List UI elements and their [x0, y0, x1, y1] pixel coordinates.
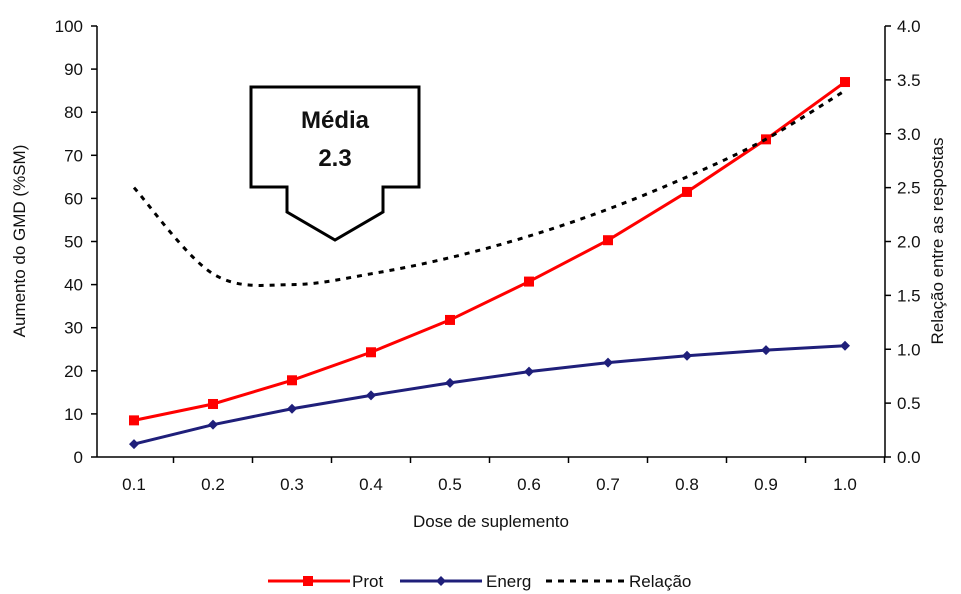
x-tick-label: 0.9 [754, 475, 778, 494]
prot-point [208, 398, 218, 409]
series-prot-line [133, 80, 846, 422]
right-ticks: 0.0 0.5 1.0 1.5 2.0 2.5 3.0 3.5 4.0 [885, 17, 921, 467]
x-tick-label: 0.7 [596, 475, 620, 494]
right-tick-label: 1.0 [897, 340, 921, 359]
prot-point [840, 77, 850, 88]
legend-energ-label: Energ [486, 572, 531, 591]
left-tick-label: 90 [64, 60, 83, 79]
energ-point [840, 340, 850, 351]
x-tick-label: 0.1 [122, 475, 146, 494]
energ-point [129, 439, 139, 450]
energ-point [761, 345, 771, 356]
right-tick-label: 4.0 [897, 17, 921, 36]
x-tick-label: 0.6 [517, 475, 541, 494]
legend: Prot Energ Relação [268, 572, 691, 591]
left-tick-label: 100 [55, 17, 83, 36]
right-tick-label: 1.5 [897, 286, 921, 305]
right-tick-label: 2.5 [897, 179, 921, 198]
prot-point [445, 314, 455, 325]
legend-prot-marker [303, 576, 313, 586]
prot-point [287, 375, 297, 386]
legend-relacao-label: Relação [629, 572, 691, 591]
y-axis-title: Aumento do GMD (%SM) [10, 145, 29, 338]
right-tick-label: 3.5 [897, 71, 921, 90]
media-callout: Média 2.3 [249, 85, 421, 242]
right-tick-label: 0.5 [897, 394, 921, 413]
energ-point [366, 390, 376, 401]
callout-line2: 2.3 [318, 145, 351, 172]
left-tick-label: 60 [64, 189, 83, 208]
prot-point [603, 235, 613, 246]
x-tick-label: 0.4 [359, 475, 383, 494]
left-tick-label: 50 [64, 233, 83, 252]
x-tick-label: 0.8 [675, 475, 699, 494]
x-tick-label: 0.3 [280, 475, 304, 494]
left-tick-label: 70 [64, 146, 83, 165]
left-tick-label: 0 [74, 448, 83, 467]
left-tick-label: 10 [64, 405, 83, 424]
x-ticks: 0.1 0.2 0.3 0.4 0.5 0.6 0.7 0.8 0.9 1.0 [122, 457, 886, 494]
energ-point [445, 377, 455, 388]
x-tick-label: 0.2 [201, 475, 225, 494]
right-tick-label: 2.0 [897, 233, 921, 252]
series-relacao-line [132, 89, 846, 287]
prot-point [366, 347, 376, 358]
x-axis-title: Dose de suplemento [413, 512, 569, 531]
callout-arrow-shape [249, 85, 421, 242]
left-tick-label: 40 [64, 276, 83, 295]
series-energ-line [133, 344, 846, 446]
series-layer [129, 77, 850, 450]
prot-point [129, 415, 139, 426]
left-tick-label: 30 [64, 319, 83, 338]
energ-point [208, 419, 218, 430]
energ-point [682, 350, 692, 361]
energ-point [287, 403, 297, 414]
right-tick-label: 3.0 [897, 125, 921, 144]
left-tick-label: 20 [64, 362, 83, 381]
x-tick-label: 1.0 [833, 475, 857, 494]
left-ticks: 0 10 20 30 40 50 60 70 80 90 100 [55, 17, 97, 467]
prot-point [682, 186, 692, 197]
x-tick-label: 0.5 [438, 475, 462, 494]
energ-point [603, 357, 613, 368]
energ-point [524, 366, 534, 377]
axes [96, 26, 886, 458]
left-tick-label: 80 [64, 103, 83, 122]
y2-axis-title: Relação entre as respostas [928, 138, 947, 345]
legend-prot-label: Prot [352, 572, 383, 591]
right-tick-label: 0.0 [897, 448, 921, 467]
callout-line1: Média [301, 107, 370, 134]
legend-energ-marker [436, 576, 446, 586]
prot-point [524, 276, 534, 287]
